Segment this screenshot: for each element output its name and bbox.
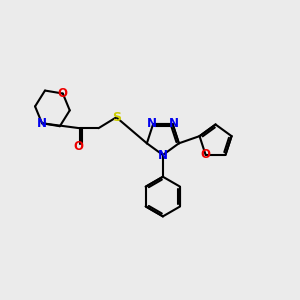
- Text: N: N: [37, 117, 47, 130]
- Text: O: O: [58, 87, 68, 100]
- Text: O: O: [74, 140, 84, 152]
- Text: N: N: [147, 117, 157, 130]
- Text: S: S: [112, 111, 121, 124]
- Text: O: O: [201, 148, 211, 161]
- Text: N: N: [158, 149, 168, 162]
- Text: N: N: [169, 117, 179, 130]
